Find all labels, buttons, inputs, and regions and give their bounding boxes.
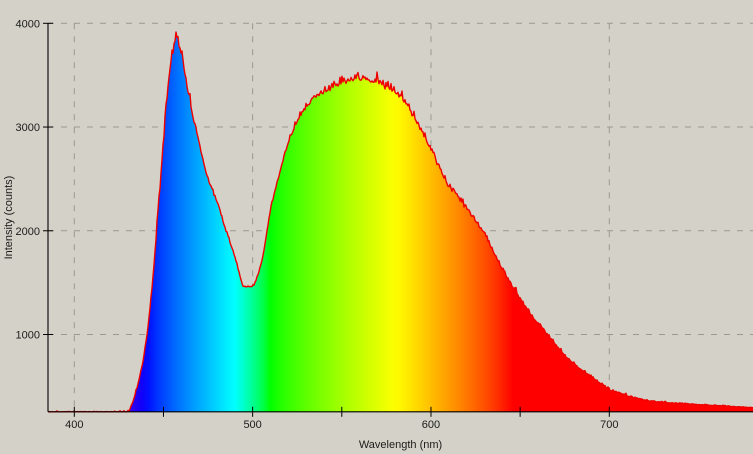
svg-text:4000: 4000 [16,18,40,30]
svg-text:2000: 2000 [16,226,40,238]
svg-text:3000: 3000 [16,122,40,134]
svg-text:Wavelength (nm): Wavelength (nm) [359,439,442,451]
svg-text:400: 400 [65,419,83,431]
svg-text:Intensity (counts): Intensity (counts) [3,176,15,260]
svg-text:600: 600 [422,419,440,431]
svg-text:1000: 1000 [16,330,40,342]
svg-text:700: 700 [600,419,618,431]
svg-text:500: 500 [243,419,261,431]
